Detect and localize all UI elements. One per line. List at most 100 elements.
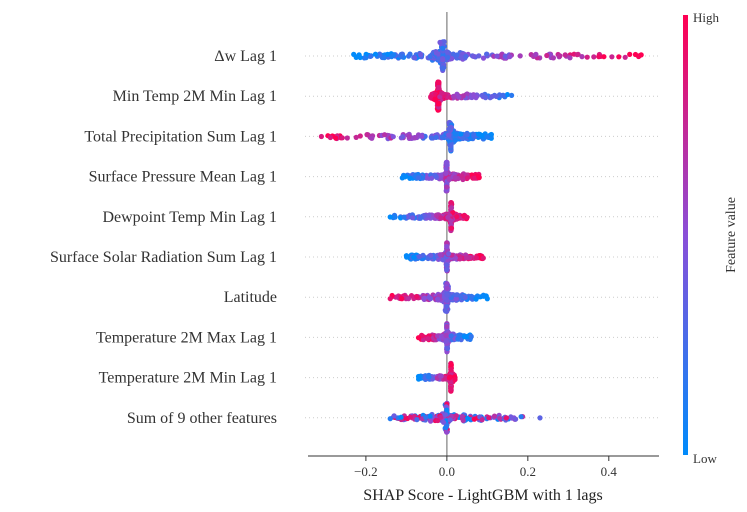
shap-point <box>440 52 446 58</box>
shap-point <box>444 323 450 329</box>
shap-point <box>464 132 470 138</box>
shap-point <box>409 215 416 221</box>
x-axis: −0.2 0.0 0.2 0.4 <box>308 455 659 479</box>
shap-point <box>399 175 405 181</box>
shap-point <box>460 93 466 99</box>
shap-point <box>471 416 477 422</box>
shap-point <box>440 57 446 63</box>
shap-point <box>443 166 449 172</box>
feature-label: Min Temp 2M Min Lag 1 <box>113 88 277 105</box>
shap-point <box>562 52 568 58</box>
shap-point <box>550 55 557 61</box>
shap-point <box>364 132 370 138</box>
shap-point <box>412 55 418 61</box>
shap-point <box>435 333 441 339</box>
shap-point <box>385 51 391 58</box>
shap-point <box>444 292 450 298</box>
shap-point <box>429 175 435 181</box>
shap-point <box>457 256 463 262</box>
shap-point <box>616 54 622 60</box>
shap-point <box>400 134 406 140</box>
shap-point <box>382 132 388 138</box>
shap-point <box>351 51 357 58</box>
colorbar-high-label: High <box>693 10 720 25</box>
shap-point <box>457 332 463 338</box>
shap-point <box>448 385 454 391</box>
colorbar <box>683 15 688 455</box>
shap-point <box>500 92 506 98</box>
shap-point <box>508 414 514 420</box>
shap-point <box>372 51 379 57</box>
shap-point <box>448 366 454 373</box>
shap-point <box>567 55 573 61</box>
shap-point <box>439 134 445 140</box>
shap-point <box>488 131 494 138</box>
shap-point <box>446 375 452 381</box>
colorbar-low-label: Low <box>693 451 717 466</box>
shap-point <box>449 56 455 62</box>
shap-point <box>444 344 450 350</box>
shap-point <box>456 94 462 100</box>
shap-point <box>427 296 434 302</box>
shap-point <box>433 50 439 56</box>
shap-point <box>461 334 468 340</box>
shap-point <box>436 79 442 85</box>
shap-point <box>448 333 454 339</box>
shap-point <box>444 429 450 435</box>
shap-point <box>435 417 441 424</box>
shap-point <box>479 132 485 138</box>
shap-point <box>437 252 443 258</box>
shap-point <box>327 134 333 141</box>
shap-point <box>455 336 461 342</box>
shap-point <box>632 51 639 58</box>
shap-point <box>446 251 452 257</box>
shap-point <box>437 39 443 46</box>
shap-point <box>445 54 451 61</box>
shap-point <box>503 415 509 421</box>
shap-point <box>479 417 485 423</box>
shap-point <box>476 175 482 181</box>
shap-point <box>448 225 455 231</box>
shap-points <box>318 39 644 435</box>
shap-point <box>387 416 393 422</box>
shap-point <box>460 417 466 423</box>
shap-point <box>415 335 422 341</box>
feature-label: Surface Pressure Mean Lag 1 <box>89 169 277 186</box>
shap-point <box>406 53 412 59</box>
shap-point <box>507 54 513 60</box>
x-tick-label: 0.2 <box>520 464 536 479</box>
shap-point <box>444 285 450 291</box>
shap-point <box>464 415 470 422</box>
shap-point <box>444 297 450 303</box>
feature-label: Δw Lag 1 <box>214 48 277 65</box>
shap-point <box>452 174 458 181</box>
shap-point <box>591 54 597 60</box>
shap-point <box>484 51 490 57</box>
shap-point <box>440 419 447 425</box>
shap-point <box>357 54 363 61</box>
shap-point <box>401 214 407 220</box>
shap-point <box>504 92 510 98</box>
shap-point <box>494 53 500 59</box>
shap-point <box>518 414 524 420</box>
shap-point <box>468 293 474 299</box>
shap-point <box>459 413 465 419</box>
shap-point <box>414 417 420 423</box>
shap-point <box>414 293 420 300</box>
shap-point <box>497 415 503 421</box>
shap-point <box>513 416 519 422</box>
shap-point <box>381 55 387 61</box>
shap-point <box>432 172 438 179</box>
shap-point <box>443 170 449 176</box>
shap-point <box>344 135 350 141</box>
shap-point <box>444 184 450 190</box>
shap-point <box>418 51 424 58</box>
shap-point <box>537 415 543 421</box>
shap-point <box>491 413 498 419</box>
shap-point <box>444 407 450 413</box>
shap-point <box>579 54 585 60</box>
shap-point <box>403 253 409 259</box>
shap-point <box>502 53 508 59</box>
shap-point <box>483 95 489 101</box>
